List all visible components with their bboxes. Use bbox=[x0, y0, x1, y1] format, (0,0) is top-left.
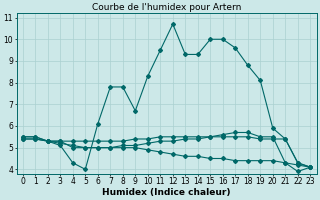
Title: Courbe de l'humidex pour Artern: Courbe de l'humidex pour Artern bbox=[92, 3, 241, 12]
X-axis label: Humidex (Indice chaleur): Humidex (Indice chaleur) bbox=[102, 188, 231, 197]
